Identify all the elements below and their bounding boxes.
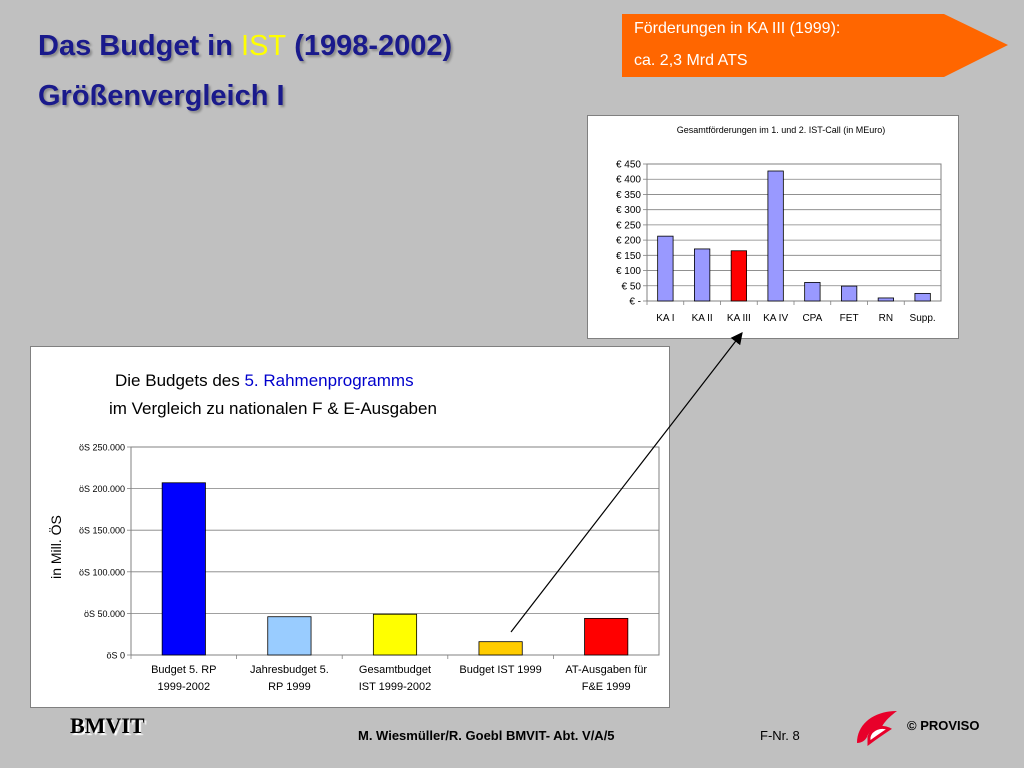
big-chart-bar bbox=[372, 613, 418, 656]
small-chart-bar bbox=[730, 250, 747, 302]
title-highlight: IST bbox=[241, 30, 287, 62]
big-chart-bar bbox=[161, 482, 206, 656]
page-title: Das Budget in IST (1998-2002) bbox=[38, 30, 452, 63]
big-chart-xtick-label: AT-Ausgaben für bbox=[565, 664, 647, 676]
page-subtitle: Größenvergleich I bbox=[38, 80, 285, 112]
small-chart-ytick-label: € 250 bbox=[616, 220, 641, 231]
callout-arrow-shape bbox=[622, 14, 1008, 77]
big-chart-xtick-label: F&E 1999 bbox=[582, 681, 631, 693]
small-chart-xtick-label: Supp. bbox=[910, 313, 936, 324]
big-chart-title-part1: Die Budgets des bbox=[115, 371, 244, 390]
small-chart-xtick-label: RN bbox=[879, 313, 893, 324]
small-chart: Gesamtförderungen im 1. und 2. IST-Call … bbox=[616, 125, 942, 324]
big-chart-ytick-label: öS 50.000 bbox=[84, 609, 125, 619]
small-chart-ytick-label: € 400 bbox=[616, 175, 641, 186]
title-part2: (1998-2002) bbox=[286, 30, 453, 62]
small-chart-ytick-label: € 150 bbox=[616, 251, 641, 262]
small-chart-bar bbox=[877, 297, 894, 302]
callout-line1: Förderungen in KA III (1999): bbox=[634, 20, 841, 37]
big-chart-xtick-label: RP 1999 bbox=[268, 681, 311, 693]
callout-line2: ca. 2,3 Mrd ATS bbox=[634, 52, 748, 69]
small-chart-bar bbox=[657, 235, 674, 302]
big-chart-title-line1: Die Budgets des 5. Rahmenprogramms bbox=[115, 371, 414, 390]
small-chart-ytick-label: € 200 bbox=[616, 236, 641, 247]
small-chart-xtick-label: FET bbox=[840, 313, 859, 324]
small-chart-bar bbox=[804, 282, 821, 302]
small-chart-ytick-label: € 350 bbox=[616, 190, 641, 201]
footer-author: M. Wiesmüller/R. Goebl BMVIT- Abt. V/A/5 bbox=[358, 728, 615, 743]
proviso-logo-icon bbox=[857, 711, 897, 746]
small-chart-bar bbox=[914, 292, 931, 302]
small-chart-ytick-label: € - bbox=[629, 297, 641, 308]
big-chart-xtick-label: IST 1999-2002 bbox=[359, 681, 432, 693]
big-chart-title-line2: im Vergleich zu nationalen F & E-Ausgabe… bbox=[109, 399, 437, 418]
big-chart-xtick-label: Jahresbudget 5. bbox=[250, 664, 329, 676]
small-chart-ytick-label: € 300 bbox=[616, 205, 641, 216]
copyright-text: © PROVISO bbox=[907, 718, 980, 733]
big-chart-xtick-label: Budget IST 1999 bbox=[459, 664, 541, 676]
small-chart-bar bbox=[841, 285, 858, 302]
big-chart-xtick-label: Budget 5. RP bbox=[151, 664, 216, 676]
big-chart-bar bbox=[478, 641, 523, 656]
big-chart-ytick-label: öS 100.000 bbox=[79, 567, 125, 577]
small-chart-xtick-label: KA IV bbox=[763, 313, 788, 324]
small-chart-xtick-label: KA II bbox=[692, 313, 713, 324]
small-chart-xtick-label: KA III bbox=[727, 313, 751, 324]
small-chart-plot-area bbox=[646, 163, 942, 302]
page-number: F-Nr. 8 bbox=[760, 728, 800, 743]
bmvit-logo: BMVIT bbox=[70, 713, 145, 738]
proviso-logo-ring bbox=[867, 725, 892, 746]
small-chart-ytick-label: € 450 bbox=[616, 160, 641, 171]
big-chart-ylabel: in Mill. ÖS bbox=[47, 515, 64, 579]
big-chart-bar bbox=[267, 616, 312, 656]
small-chart-title: Gesamtförderungen im 1. und 2. IST-Call … bbox=[677, 125, 886, 135]
small-chart-xtick-label: KA I bbox=[656, 313, 674, 324]
small-chart-ytick-label: € 100 bbox=[616, 266, 641, 277]
small-chart-panel: Gesamtförderungen im 1. und 2. IST-Call … bbox=[587, 115, 959, 339]
title-part1: Das Budget in bbox=[38, 30, 242, 62]
small-chart-bar bbox=[767, 170, 784, 302]
big-chart: Die Budgets des 5. Rahmenprogramms im Ve… bbox=[47, 371, 660, 693]
big-chart-panel: Die Budgets des 5. Rahmenprogramms im Ve… bbox=[30, 346, 670, 708]
callout-arrow: Förderungen in KA III (1999): ca. 2,3 Mr… bbox=[622, 14, 1008, 77]
small-chart-ytick-label: € 50 bbox=[622, 281, 642, 292]
small-chart-bar bbox=[694, 248, 711, 302]
big-chart-ytick-label: öS 0 bbox=[106, 651, 125, 661]
big-chart-xtick-label: Gesamtbudget bbox=[359, 664, 431, 676]
big-chart-ytick-label: öS 150.000 bbox=[79, 526, 125, 536]
big-chart-ytick-label: öS 200.000 bbox=[79, 484, 125, 494]
big-chart-ytick-label: öS 250.000 bbox=[79, 443, 125, 453]
callout-arrow-polygon bbox=[622, 14, 1008, 77]
big-chart-xtick-label: 1999-2002 bbox=[157, 681, 210, 693]
small-chart-xtick-label: CPA bbox=[802, 313, 822, 324]
big-chart-bar bbox=[584, 617, 629, 656]
big-chart-title-highlight: 5. Rahmenprogramms bbox=[244, 371, 413, 390]
